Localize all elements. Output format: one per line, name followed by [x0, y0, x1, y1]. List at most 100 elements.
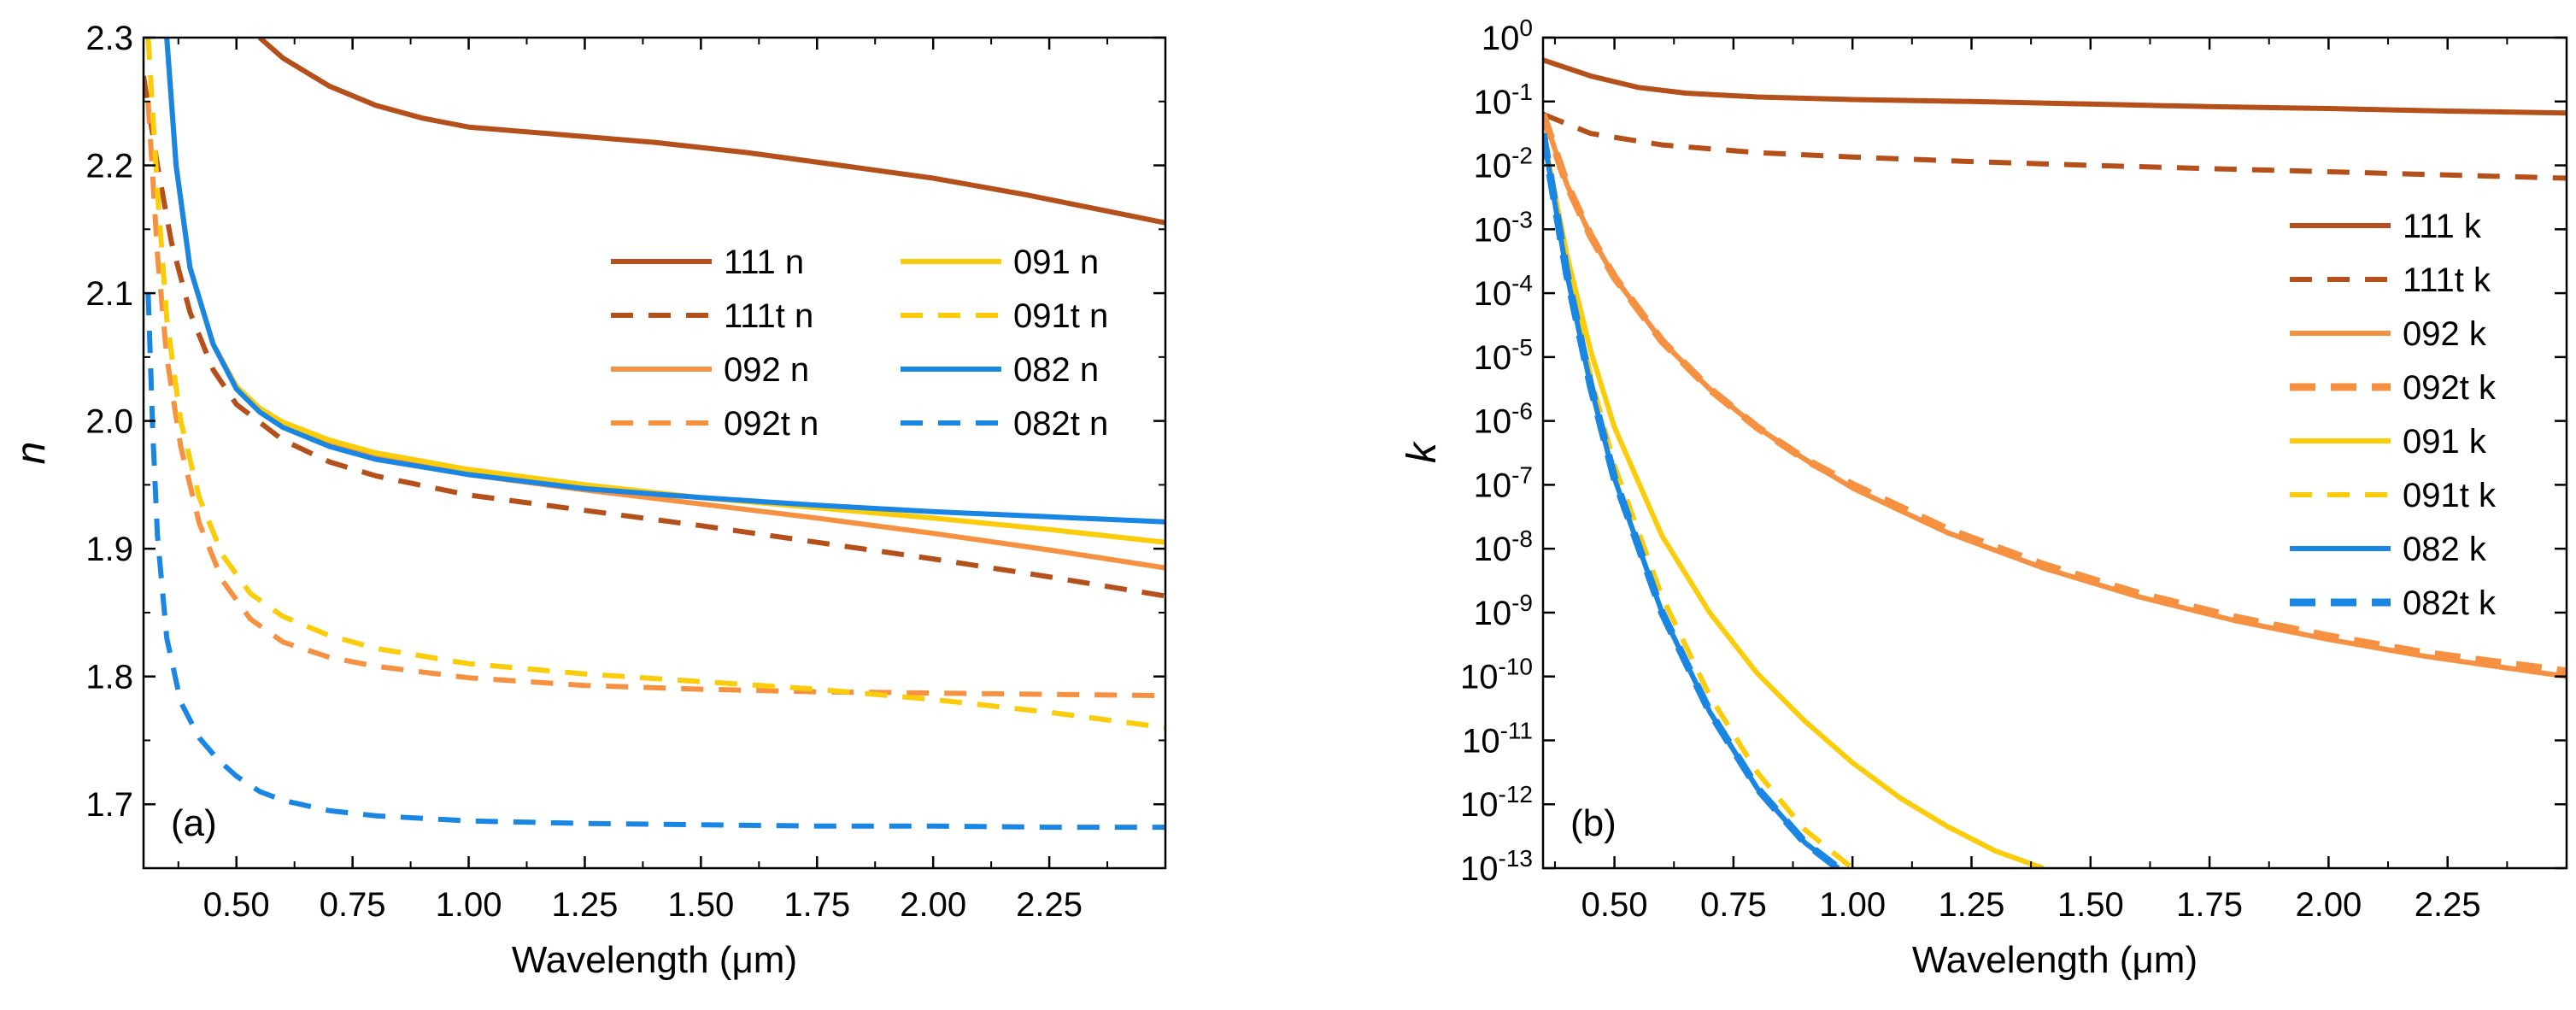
y-tick-exponent: -12 — [1499, 781, 1533, 807]
y-tick-base: 10 — [1474, 84, 1512, 121]
y-tick-label: 2.3 — [85, 20, 133, 57]
legend: 111 k 111t k 092 k 092t k 091 k 091t k 082 k 08… — [2290, 208, 2497, 622]
y-tick-label: 10-12 — [1460, 781, 1533, 824]
series-line-092t-n — [145, 101, 1165, 699]
y-tick-label: 1.9 — [85, 531, 133, 568]
y-tick-label: 10-10 — [1460, 654, 1533, 696]
y-tick-exponent: -7 — [1511, 461, 1533, 488]
legend: 111 n 111t n 092 n 092t n 091 n 091t n 082 n 08… — [611, 244, 1108, 443]
legend-label: 111t k — [2403, 261, 2491, 299]
legend-label: 082 k — [2403, 531, 2487, 568]
y-tick-label: 10-8 — [1474, 526, 1533, 568]
x-axis-title: Wavelength (μm) — [512, 939, 797, 981]
legend-label: 092 n — [724, 351, 809, 389]
x-tick-label: 1.00 — [436, 886, 502, 924]
legend-label: 091 k — [2403, 423, 2487, 461]
series-line-092t-k — [1543, 113, 2567, 676]
x-tick-label: 0.75 — [1700, 886, 1767, 924]
panel-label: (b) — [1570, 802, 1617, 844]
x-tick-label: 1.25 — [552, 886, 619, 924]
x-tick-label: 1.50 — [667, 886, 734, 924]
y-tick-label: 10-3 — [1474, 206, 1533, 249]
panel-label: (a) — [171, 802, 217, 844]
y-tick-label: 10-13 — [1460, 845, 1533, 888]
y-tick-label: 1.7 — [85, 786, 133, 824]
y-tick-exponent: -5 — [1511, 334, 1533, 361]
series-line-111-k — [1543, 57, 2567, 116]
y-tick-label: 10-9 — [1474, 590, 1533, 632]
y-tick-base: 10 — [1474, 531, 1512, 568]
y-tick-base: 10 — [1474, 339, 1512, 377]
y-tick-exponent: -1 — [1511, 79, 1533, 105]
y-tick-base: 10 — [1474, 211, 1512, 249]
legend-label: 111 n — [724, 244, 804, 281]
legend-label: 082t n — [1013, 405, 1108, 443]
x-tick-label: 0.50 — [203, 886, 270, 924]
x-tick-label: 2.00 — [2295, 886, 2362, 924]
y-tick-exponent: -13 — [1499, 845, 1533, 872]
y-tick-exponent: -8 — [1511, 526, 1533, 552]
y-tick-base: 10 — [1474, 403, 1512, 441]
y-tick-label: 10-2 — [1474, 143, 1533, 185]
y-tick-label: 10-1 — [1474, 79, 1533, 121]
series-line-082-k — [1543, 132, 1840, 868]
x-tick-label: 0.50 — [1581, 886, 1648, 924]
y-tick-base: 10 — [1462, 722, 1500, 760]
y-tick-label: 10-11 — [1462, 717, 1533, 760]
legend-label: 082 n — [1013, 351, 1099, 389]
series-line-091t-k — [1543, 132, 1855, 868]
x-tick-label: 0.75 — [320, 886, 386, 924]
x-tick-label: 1.75 — [783, 886, 850, 924]
legend-label: 082t k — [2403, 584, 2497, 622]
series-line-111t-k — [1543, 111, 2567, 181]
y-tick-exponent: -11 — [1500, 717, 1533, 743]
legend-label: 091t k — [2403, 477, 2497, 514]
series-line-082t-k — [1543, 132, 1841, 868]
y-tick-base: 10 — [1474, 467, 1512, 504]
y-tick-base: 10 — [1460, 850, 1499, 888]
legend-label: 111 k — [2403, 208, 2482, 245]
y-tick-label: 10-7 — [1474, 461, 1533, 504]
y-tick-label: 2.2 — [85, 148, 133, 185]
panel-b-chart: 0.50 0.75 1.00 1.25 1.50 1.75 2.00 2.2510010-11… — [1399, 15, 2568, 981]
series-line-082-n — [164, 38, 1165, 525]
series-line-091t-n — [145, 38, 1165, 731]
y-tick-exponent: -2 — [1511, 143, 1533, 169]
series-line-082t-n — [145, 292, 1165, 831]
y-tick-label: 10-6 — [1474, 398, 1533, 441]
x-tick-label: 2.25 — [1016, 886, 1083, 924]
x-tick-label: 1.50 — [2057, 886, 2124, 924]
y-tick-exponent: 0 — [1519, 15, 1533, 41]
y-tick-label: 10-5 — [1474, 334, 1533, 377]
x-axis-title: Wavelength (μm) — [1912, 939, 2198, 981]
series-line-111-n — [257, 38, 1165, 226]
x-tick-label: 1.75 — [2176, 886, 2243, 924]
y-tick-label: 2.1 — [85, 275, 133, 313]
y-tick-label: 10-4 — [1474, 270, 1533, 313]
legend-label: 111t n — [724, 297, 813, 335]
y-tick-base: 10 — [1482, 20, 1520, 57]
panel-a-chart: 0.50 0.75 1.00 1.25 1.50 1.75 2.00 2.25 1.7 1.8 1.… — [9, 20, 1167, 981]
y-tick-exponent: -10 — [1499, 654, 1533, 680]
series-group — [144, 38, 1165, 831]
y-axis-title: n — [9, 442, 54, 465]
legend-label: 092 k — [2403, 315, 2487, 353]
y-tick-label: 2.0 — [85, 403, 133, 441]
x-tick-label: 1.25 — [1939, 886, 2005, 924]
legend-label: 092t n — [724, 405, 819, 443]
plot-frame — [1541, 36, 2568, 870]
y-axis-title: k — [1399, 440, 1445, 463]
y-tick-label: 100 — [1482, 15, 1533, 57]
x-tick-label: 1.00 — [1819, 886, 1886, 924]
y-tick-base: 10 — [1474, 148, 1512, 185]
y-tick-exponent: -9 — [1511, 590, 1533, 616]
series-group — [1543, 57, 2567, 868]
y-tick-exponent: -6 — [1511, 398, 1533, 425]
y-tick-exponent: -4 — [1511, 270, 1533, 297]
y-tick-base: 10 — [1460, 659, 1499, 696]
series-line-091-k — [1543, 132, 2045, 868]
series-line-111t-n — [144, 75, 1165, 599]
plot-frame — [142, 36, 1167, 870]
legend-label: 091 n — [1013, 244, 1099, 281]
